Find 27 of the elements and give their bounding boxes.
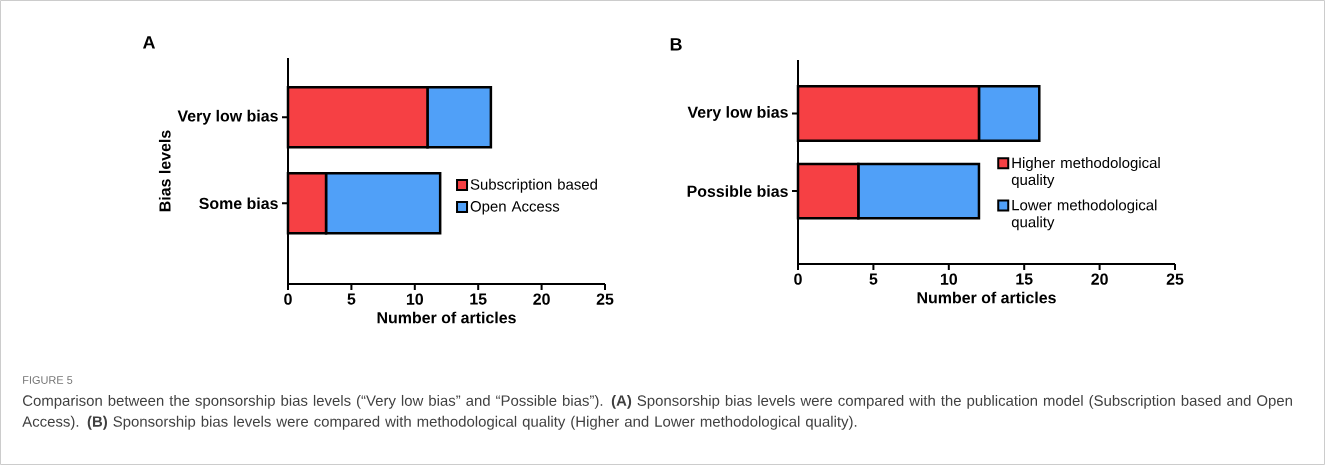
x-axis-title: Number of articles — [917, 291, 1056, 304]
legend-label: Higher methodological quality — [1011, 157, 1160, 188]
x-tick-label: 10 — [406, 293, 423, 305]
x-axis-title: Number of articles — [377, 311, 516, 324]
x-tick-label: 25 — [596, 293, 614, 305]
x-tick-label: 15 — [1016, 273, 1033, 285]
x-tick-label: 25 — [1166, 273, 1184, 285]
y-tick-label: Very low bias — [687, 106, 788, 121]
y-tick-label: Very low bias — [177, 109, 278, 125]
legend-label: Open Access — [470, 201, 560, 215]
x-tick-label: 5 — [347, 293, 356, 305]
x-tick-label: 20 — [1091, 273, 1108, 285]
y-axis-title: Bias levels — [158, 130, 171, 212]
y-tick-label: Some bias — [199, 197, 278, 210]
text: Comparison between the sponsorship bias levels (“Very low bias” and “Possible bias”). (A) Sponsorship bias levels were compared with the publication model (Subscription based and Open Access). (B) Sponsorship bias levels were compared with methodological quality (Higher and Lower methodological quality). — [22, 394, 1292, 430]
x-tick-label: 0 — [794, 273, 802, 285]
x-tick-label: 20 — [533, 293, 550, 305]
legend-label: Subscription based — [470, 178, 597, 193]
chart-title: B — [670, 38, 682, 51]
y-tick-label: Possible bias — [687, 185, 788, 197]
x-tick-label: 0 — [284, 293, 292, 305]
legend-label: Lower methodological quality — [1011, 199, 1157, 231]
chart-title: A — [142, 36, 156, 49]
caption: FIGURE 5 — [23, 376, 73, 384]
x-tick-label: 15 — [470, 293, 487, 305]
x-tick-label: 10 — [940, 273, 958, 285]
x-tick-label: 5 — [869, 273, 878, 285]
